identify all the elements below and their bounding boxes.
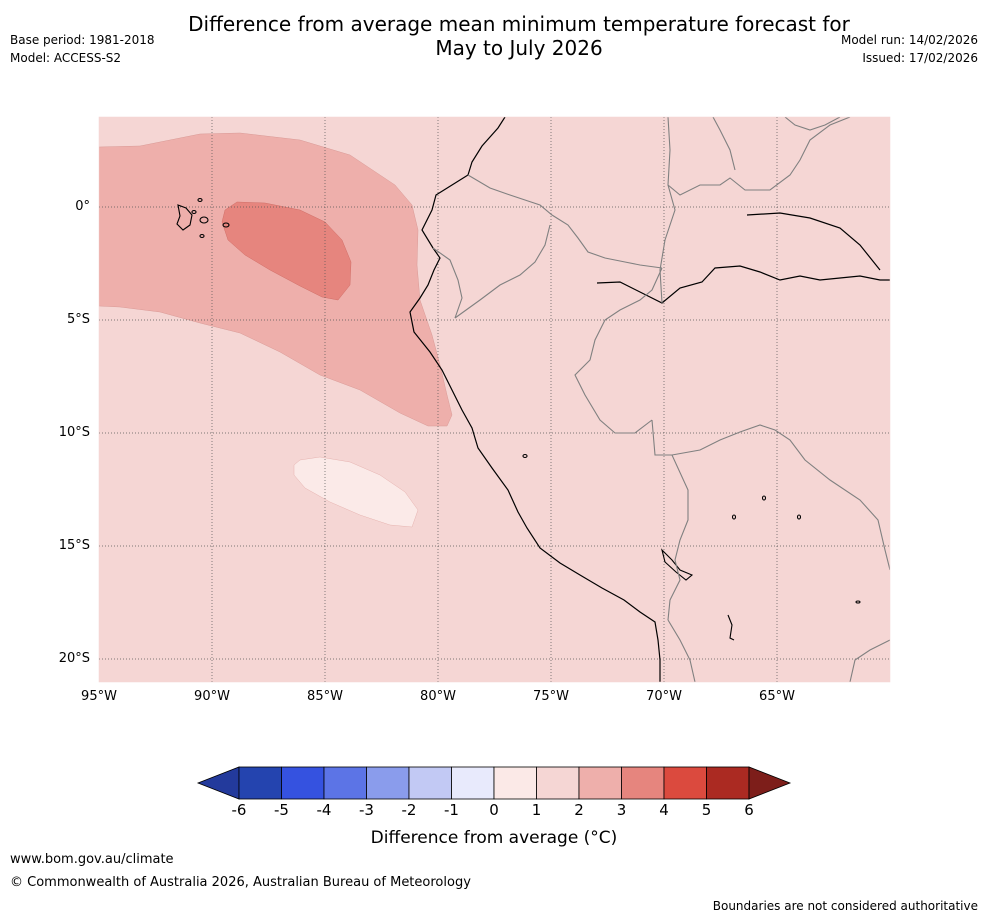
colorbar-bin [451, 766, 495, 800]
colorbar-bin [621, 766, 665, 800]
lat-label-20s: 20°S [58, 651, 90, 666]
colorbar [196, 766, 792, 800]
colorbar-tick-label: -4 [316, 801, 332, 819]
website-link[interactable]: www.bom.gov.au/climate [10, 852, 174, 867]
meta-left: Base period: 1981-2018 Model: ACCESS-S2 [10, 31, 155, 67]
colorbar-bin [323, 766, 367, 800]
colorbar-bin [366, 766, 410, 800]
lon-label-80w: 80°W [420, 689, 456, 704]
disclaimer-text: Boundaries are not considered authoritat… [712, 899, 978, 913]
colorbar-bin [536, 766, 580, 800]
issued-date: Issued: 17/02/2026 [862, 51, 978, 65]
anomaly-region-2-to-3 [99, 132, 453, 427]
colorbar-bin [408, 766, 452, 800]
title-line-2: May to July 2026 [435, 36, 603, 60]
meta-right: Model run: 14/02/2026 Issued: 17/02/2026 [841, 31, 978, 67]
lakes [522, 453, 861, 641]
model-run: Model run: 14/02/2026 [840, 33, 978, 47]
title-line-1: Difference from average mean minimum tem… [188, 12, 850, 36]
colorbar-bin [578, 766, 622, 800]
colorbar-tick-label: 5 [701, 801, 712, 819]
colorbar-arrow-high [748, 766, 792, 800]
coastline [409, 117, 661, 682]
lat-label-15s: 15°S [58, 538, 90, 553]
colorbar-tick-label: -3 [359, 801, 374, 819]
lon-label-70w: 70°W [646, 689, 682, 704]
colorbar-tick-label: 1 [531, 801, 542, 819]
colorbar-tick-label: -5 [274, 801, 289, 819]
colorbar-ticks: -6 -5 -4 -3 -2 -1 0 1 2 3 4 5 6 [0, 801, 988, 821]
colorbar-arrow-low [196, 766, 240, 800]
copyright-text: © Commonwealth of Australia 2026, Austra… [10, 875, 471, 890]
map-frame [98, 116, 891, 683]
colorbar-tick-label: -1 [444, 801, 459, 819]
lat-label-5s: 5°S [66, 312, 90, 327]
colorbar-tick-label: 2 [574, 801, 584, 819]
colorbar-tick-label: 0 [489, 801, 499, 819]
lon-label-75w: 75°W [533, 689, 569, 704]
colorbar-bin [493, 766, 537, 800]
model-name: Model: ACCESS-S2 [10, 51, 122, 65]
lon-label-90w: 90°W [194, 689, 230, 704]
colorbar-tick-label: 6 [744, 801, 754, 819]
lat-label-10s: 10°S [58, 425, 90, 440]
anomaly-region-3-to-4 [221, 201, 352, 301]
colorbar-bin [663, 766, 707, 800]
colorbar-tick-label: 3 [616, 801, 627, 819]
colorbar-tick-label: -2 [401, 801, 417, 819]
colorbar-tick-label: -6 [231, 801, 247, 819]
lon-label-85w: 85°W [307, 689, 343, 704]
colorbar-bin [706, 766, 750, 800]
graticule [99, 117, 890, 682]
lat-label-0: 0° [75, 199, 90, 214]
river-north [746, 212, 881, 271]
colorbar-bin [238, 766, 282, 800]
galapagos-islands [176, 197, 230, 239]
colorbar-tick-label: 4 [659, 801, 669, 819]
country-borders [432, 117, 890, 682]
colorbar-bin [281, 766, 325, 800]
chart-title: Difference from average mean minimum tem… [0, 12, 988, 60]
base-period: Base period: 1981-2018 [10, 33, 155, 47]
river [596, 265, 890, 304]
lon-label-95w: 95°W [81, 689, 117, 704]
colorbar-label: Difference from average (°C) [370, 828, 618, 848]
lon-label-65w: 65°W [759, 689, 795, 704]
